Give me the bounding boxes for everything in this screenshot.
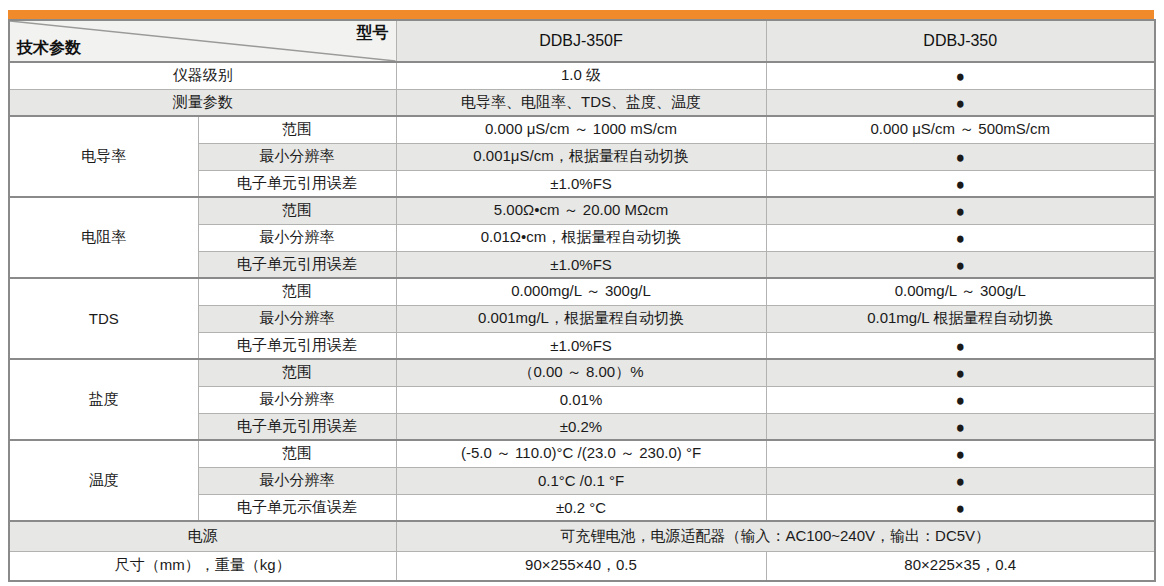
value-ddbj-350: ● (766, 440, 1155, 467)
param-label: 仪器级别 (9, 62, 396, 89)
param-label: 电子单元引用误差 (198, 251, 396, 278)
row-tds-range: TDS 范围 0.000mg/L ～ 300g/L 0.00mg/L ～ 300… (9, 278, 1155, 305)
value-ddbj-350f: ±0.2% (396, 413, 766, 440)
availability-bullet: ● (956, 254, 965, 274)
value-ddbj-350: ● (766, 170, 1155, 197)
accent-bar (8, 10, 1154, 19)
row-conductivity-range: 电导率 范围 0.000 μS/cm ～ 1000 mS/cm 0.000 μS… (9, 116, 1155, 143)
value-ddbj-350: ● (766, 332, 1155, 359)
value-ddbj-350: ● (766, 359, 1155, 386)
param-label: 电子单元示值误差 (198, 494, 396, 521)
value-ddbj-350f: （0.00 ～ 8.00）% (396, 359, 766, 386)
corner-label-tech-params: 技术参数 (17, 38, 81, 59)
value-ddbj-350: ● (766, 386, 1155, 413)
param-label: 电子单元引用误差 (198, 332, 396, 359)
value-ddbj-350f: (-5.0 ～ 110.0)°C /(23.0 ～ 230.0) °F (396, 440, 766, 467)
param-label: 范围 (198, 359, 396, 386)
value-ddbj-350f: 0.001μS/cm，根据量程自动切换 (396, 143, 766, 170)
value-ddbj-350: 80×225×35，0.4 (766, 551, 1155, 581)
value-ddbj-350: 0.00mg/L ～ 300g/L (766, 278, 1155, 305)
value-ddbj-350f: ±1.0%FS (396, 251, 766, 278)
value-ddbj-350f: ±1.0%FS (396, 170, 766, 197)
group-label-temperature: 温度 (9, 440, 198, 521)
value-ddbj-350f: 0.01Ω•cm，根据量程自动切换 (396, 224, 766, 251)
value-ddbj-350f: 0.000 μS/cm ～ 1000 mS/cm (396, 116, 766, 143)
param-label: 电子单元引用误差 (198, 170, 396, 197)
availability-bullet: ● (956, 497, 965, 517)
model-header-ddbj-350f: DDBJ-350F (396, 20, 766, 62)
availability-bullet: ● (956, 147, 965, 167)
value-ddbj-350f: 电导率、电阻率、TDS、盐度、温度 (396, 89, 766, 116)
row-power-supply: 电源 可充锂电池，电源适配器（输入：AC100~240V，输出：DC5V） (9, 521, 1155, 551)
value-ddbj-350: ● (766, 224, 1155, 251)
value-ddbj-350f: 0.000mg/L ～ 300g/L (396, 278, 766, 305)
value-ddbj-350: ● (766, 89, 1155, 116)
param-label: 范围 (198, 278, 396, 305)
value-ddbj-350: ● (766, 197, 1155, 224)
group-label-tds: TDS (9, 278, 198, 359)
value-ddbj-350: ● (766, 143, 1155, 170)
value-ddbj-350: ● (766, 467, 1155, 494)
availability-bullet: ● (956, 228, 965, 248)
param-label: 最小分辨率 (198, 386, 396, 413)
value-ddbj-350f: 0.01% (396, 386, 766, 413)
availability-bullet: ● (956, 335, 965, 355)
param-label: 最小分辨率 (198, 143, 396, 170)
availability-bullet: ● (956, 363, 965, 383)
row-measured-params: 测量参数 电导率、电阻率、TDS、盐度、温度 ● (9, 89, 1155, 116)
availability-bullet: ● (956, 173, 965, 193)
availability-bullet: ● (956, 66, 965, 86)
param-label: 范围 (198, 197, 396, 224)
value-ddbj-350f: 0.1°C /0.1 °F (396, 467, 766, 494)
value-ddbj-350f: 1.0 级 (396, 62, 766, 89)
availability-bullet: ● (956, 390, 965, 410)
param-label: 范围 (198, 116, 396, 143)
value-ddbj-350: ● (766, 62, 1155, 89)
availability-bullet: ● (956, 444, 965, 464)
value-ddbj-350: 0.000 μS/cm ～ 500mS/cm (766, 116, 1155, 143)
availability-bullet: ● (956, 416, 965, 436)
value-ddbj-350: ● (766, 251, 1155, 278)
row-resistivity-range: 电阻率 范围 5.00Ω•cm ～ 20.00 MΩcm ● (9, 197, 1155, 224)
param-label: 电源 (9, 521, 396, 551)
row-dimensions-weight: 尺寸（mm），重量（kg） 90×255×40，0.5 80×225×35，0.… (9, 551, 1155, 581)
value-ddbj-350: ● (766, 413, 1155, 440)
availability-bullet: ● (956, 92, 965, 112)
value-ddbj-350f: 0.001mg/L，根据量程自动切换 (396, 305, 766, 332)
group-label-conductivity: 电导率 (9, 116, 198, 197)
value-ddbj-350f: 90×255×40，0.5 (396, 551, 766, 581)
value-ddbj-350f: ±0.2 °C (396, 494, 766, 521)
spec-sheet-page: 型号 技术参数 DDBJ-350F DDBJ-350 仪器级别 1.0 级 ● … (0, 0, 1164, 586)
corner-label-model: 型号 (357, 23, 389, 44)
param-label: 测量参数 (9, 89, 396, 116)
availability-bullet: ● (956, 201, 965, 221)
value-ddbj-350f: 5.00Ω•cm ～ 20.00 MΩcm (396, 197, 766, 224)
param-label: 尺寸（mm），重量（kg） (9, 551, 396, 581)
param-label: 最小分辨率 (198, 224, 396, 251)
row-salinity-range: 盐度 范围 （0.00 ～ 8.00）% ● (9, 359, 1155, 386)
param-label: 最小分辨率 (198, 467, 396, 494)
spec-table: 型号 技术参数 DDBJ-350F DDBJ-350 仪器级别 1.0 级 ● … (8, 19, 1156, 582)
param-label: 电子单元引用误差 (198, 413, 396, 440)
corner-header-cell: 型号 技术参数 (9, 20, 396, 62)
spec-sheet: 型号 技术参数 DDBJ-350F DDBJ-350 仪器级别 1.0 级 ● … (8, 10, 1154, 582)
param-label: 最小分辨率 (198, 305, 396, 332)
value-ddbj-350: 0.01mg/L 根据量程自动切换 (766, 305, 1155, 332)
value-ddbj-350: ● (766, 494, 1155, 521)
group-label-resistivity: 电阻率 (9, 197, 198, 278)
group-label-salinity: 盐度 (9, 359, 198, 440)
param-label: 范围 (198, 440, 396, 467)
header-row: 型号 技术参数 DDBJ-350F DDBJ-350 (9, 20, 1155, 62)
value-ddbj-350f: ±1.0%FS (396, 332, 766, 359)
row-temperature-range: 温度 范围 (-5.0 ～ 110.0)°C /(23.0 ～ 230.0) °… (9, 440, 1155, 467)
power-supply-value: 可充锂电池，电源适配器（输入：AC100~240V，输出：DC5V） (396, 521, 1155, 551)
model-header-ddbj-350: DDBJ-350 (766, 20, 1155, 62)
row-instrument-level: 仪器级别 1.0 级 ● (9, 62, 1155, 89)
availability-bullet: ● (956, 471, 965, 491)
